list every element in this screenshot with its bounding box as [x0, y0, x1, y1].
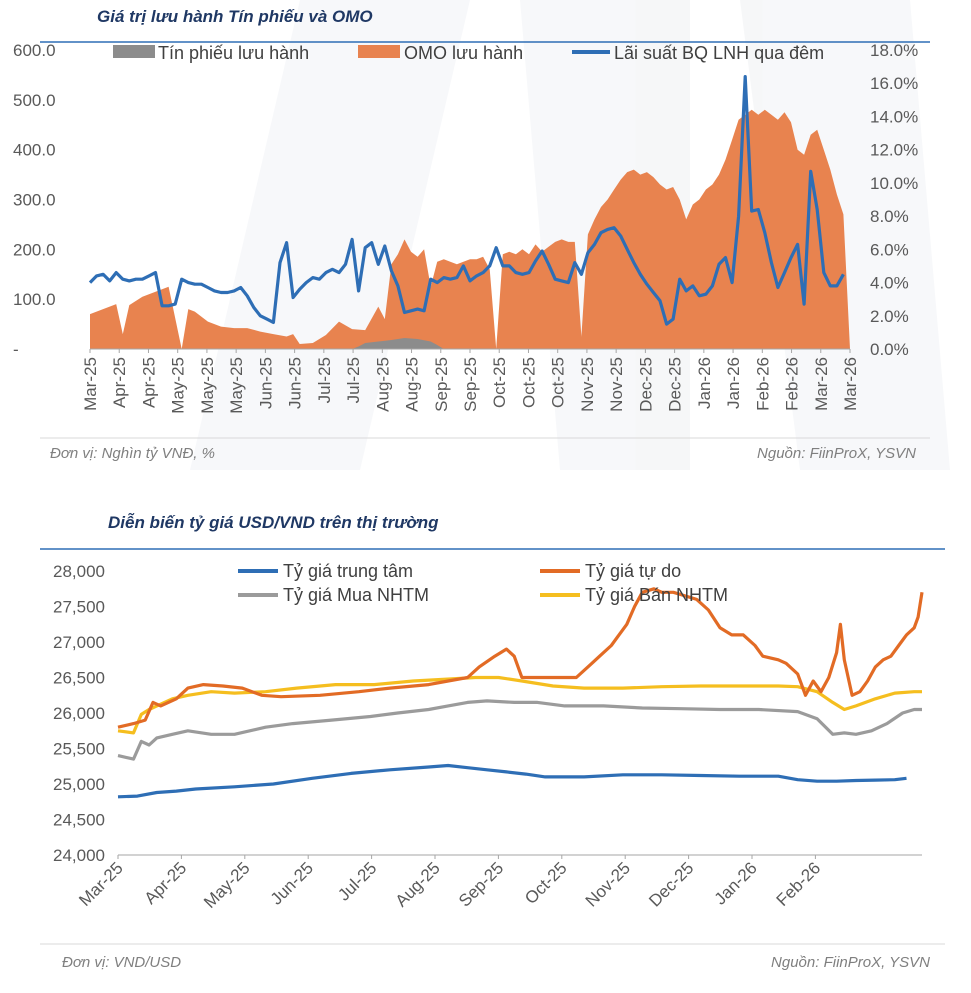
legend-label-tu-do: Tỷ giá tự do: [585, 561, 681, 581]
right-tick-label: 6.0%: [870, 240, 909, 259]
x-tick-label: Apr-25: [139, 357, 158, 408]
x-tick-label: Nov-25: [578, 357, 597, 412]
x-tick-label: Aug-25: [373, 357, 392, 412]
chart1-title: Giá trị lưu hành Tín phiếu và OMO: [97, 7, 373, 26]
x-tick-label: Sep-25: [455, 858, 507, 910]
chart1-x-axis: Mar-25 Apr-25 Apr-25 May-25 May-25 May-25 Jun-…: [81, 349, 860, 414]
x-tick-label: Mar-26: [812, 357, 831, 411]
x-tick-label: Oct-25: [519, 357, 538, 408]
series-line-0: [117, 763, 907, 799]
right-tick-label: 0.0%: [870, 340, 909, 359]
x-tick-label: Jan-26: [711, 858, 761, 908]
x-tick-label: Jun-25: [286, 357, 305, 409]
x-tick-label: Jul-25: [315, 357, 334, 403]
x-tick-label: Dec-25: [636, 357, 655, 412]
x-tick-label: Mar-25: [75, 858, 127, 910]
chart1-plot-area: [88, 74, 850, 350]
x-tick-label: Sep-25: [432, 357, 451, 412]
chart1-left-axis: 600.0 500.0 400.0 300.0 200.0 100.0 -: [13, 41, 56, 359]
x-tick-label: Aug-25: [403, 357, 422, 412]
y-tick-label: 27,000: [53, 633, 105, 652]
x-tick-label: Oct-25: [549, 357, 568, 408]
chart2-y-axis: 28,000 27,500 27,000 26,500 26,000 25,500 25,0…: [53, 562, 105, 865]
chart2-legend: Tỷ giá trung tâm Tỷ giá tự do Tỷ giá Mua…: [238, 561, 728, 605]
x-tick-label: May-25: [198, 357, 217, 414]
legend-label-trung-tam: Tỷ giá trung tâm: [283, 561, 413, 581]
right-tick-label: 8.0%: [870, 207, 909, 226]
right-tick-label: 10.0%: [870, 174, 918, 193]
chart1-source: Nguồn: FiinProX, YSVN: [757, 445, 916, 462]
y-tick-label: 28,000: [53, 562, 105, 581]
x-tick-label: Jan-26: [695, 357, 714, 409]
chart2-unit-note: Đơn vị: VND/USD: [62, 954, 181, 971]
left-tick-label: 200.0: [13, 240, 56, 259]
legend-label-omo: OMO lưu hành: [404, 43, 523, 63]
y-tick-label: 24,000: [53, 846, 105, 865]
x-tick-label: Feb-26: [753, 357, 772, 411]
x-tick-label: May-25: [227, 357, 246, 414]
fx-chart: Diễn biến tỷ giá USD/VND trên thị trường…: [40, 512, 945, 971]
x-tick-label: Oct-25: [521, 858, 571, 908]
chart1-right-axis: 18.0% 16.0% 14.0% 12.0% 10.0% 8.0% 6.0% 4.0% 2.0…: [870, 41, 918, 359]
right-tick-label: 12.0%: [870, 141, 918, 160]
x-tick-label: Jul-25: [334, 858, 380, 904]
x-tick-label: Dec-25: [645, 858, 697, 910]
x-tick-label: Aug-25: [392, 858, 444, 910]
x-tick-label: Nov-25: [582, 858, 634, 910]
legend-label-lai-suat: Lãi suất BQ LNH qua đêm: [614, 43, 824, 63]
legend-label-tin-phieu: Tín phiếu lưu hành: [158, 43, 309, 63]
left-tick-label: 600.0: [13, 41, 56, 60]
y-tick-label: 25,500: [53, 740, 105, 759]
series-area-1: [90, 109, 850, 349]
y-tick-label: 27,500: [53, 598, 105, 617]
right-tick-label: 2.0%: [870, 307, 909, 326]
chart2-plot-area: [117, 587, 924, 856]
y-tick-label: 24,500: [53, 811, 105, 830]
x-tick-label: Nov-25: [607, 357, 626, 412]
y-tick-label: 26,500: [53, 669, 105, 688]
x-tick-label: Apr-25: [110, 357, 129, 408]
x-tick-label: Oct-25: [490, 357, 509, 408]
right-tick-label: 4.0%: [870, 274, 909, 293]
legend-label-mua: Tỷ giá Mua NHTM: [283, 585, 429, 605]
x-tick-label: May-25: [200, 858, 254, 912]
x-tick-label: Jul-25: [344, 357, 363, 403]
y-tick-label: 26,000: [53, 704, 105, 723]
left-tick-label: 100.0: [13, 290, 56, 309]
right-tick-label: 14.0%: [870, 107, 918, 126]
chart2-title: Diễn biến tỷ giá USD/VND trên thị trường: [108, 512, 439, 532]
series-area-0: [90, 338, 746, 349]
chart1-legend: Tín phiếu lưu hành OMO lưu hành Lãi suất…: [113, 43, 824, 63]
legend-swatch-omo: [358, 45, 400, 58]
left-tick-label: 400.0: [13, 141, 56, 160]
y-tick-label: 25,000: [53, 775, 105, 794]
x-tick-label: May-25: [169, 357, 188, 414]
x-tick-label: Dec-25: [666, 357, 685, 412]
x-tick-label: Jun-25: [267, 858, 317, 908]
left-tick-label: -: [13, 340, 19, 359]
left-tick-label: 300.0: [13, 191, 56, 210]
x-tick-label: Feb-26: [773, 858, 825, 910]
legend-swatch-tin-phieu: [113, 45, 155, 58]
legend-label-ban: Tỷ giá Bán NHTM: [585, 585, 728, 605]
x-tick-label: Apr-25: [141, 858, 191, 908]
x-tick-label: Mar-26: [841, 357, 860, 411]
omo-chart: Giá trị lưu hành Tín phiếu và OMO 600.0 5…: [13, 7, 930, 462]
series-line-2: [117, 699, 922, 761]
x-tick-label: Jan-26: [724, 357, 743, 409]
chart2-x-axis: Mar-25 Apr-25 May-25 Jun-25 Jul-25 Aug-25 Sep-…: [75, 855, 824, 912]
x-tick-label: Feb-26: [783, 357, 802, 411]
chart1-unit-note: Đơn vị: Nghìn tỷ VNĐ, %: [50, 445, 215, 462]
series-line-1: [117, 587, 924, 729]
x-tick-label: Mar-25: [81, 357, 100, 411]
x-tick-label: Jun-25: [256, 357, 275, 409]
series-line-lai-suat: [88, 74, 845, 326]
right-tick-label: 18.0%: [870, 41, 918, 60]
left-tick-label: 500.0: [13, 91, 56, 110]
x-tick-label: Sep-25: [461, 357, 480, 412]
chart2-source: Nguồn: FiinProX, YSVN: [771, 954, 930, 971]
right-tick-label: 16.0%: [870, 74, 918, 93]
